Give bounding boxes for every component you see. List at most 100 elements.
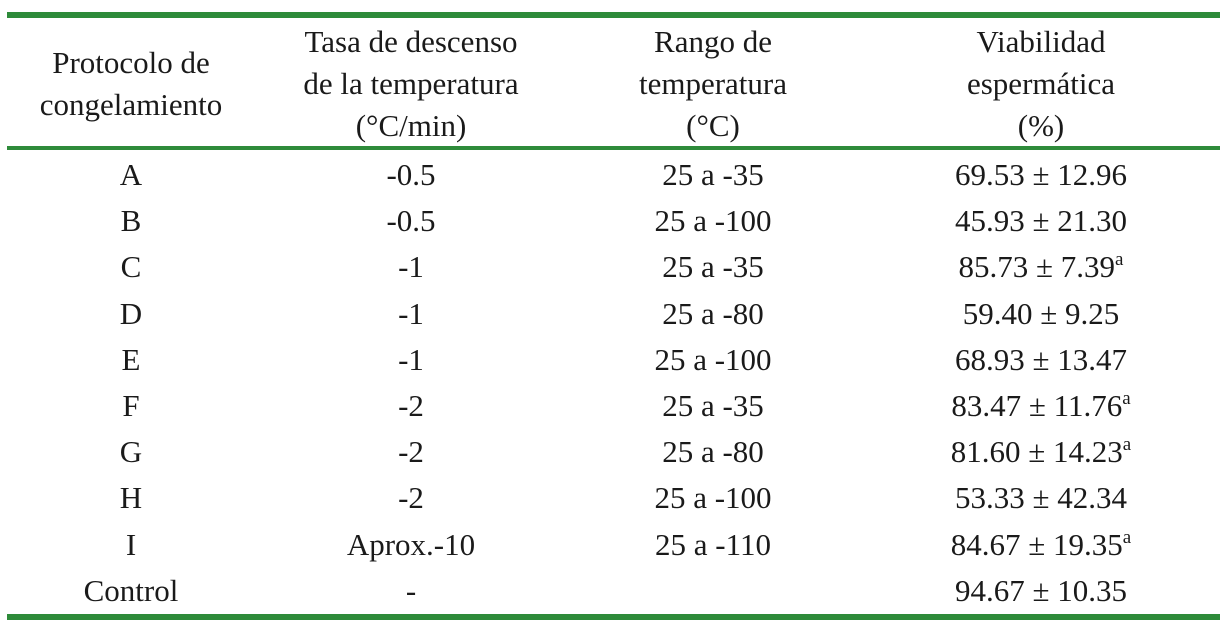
- range-value: 25 a -100: [654, 203, 772, 239]
- cell-protocol: C: [0, 244, 262, 290]
- cell-viability: 53.33 ± 42.34: [866, 475, 1216, 521]
- header-line: de la temperatura: [303, 66, 519, 101]
- protocol-value: B: [120, 203, 142, 239]
- protocol-value: I: [125, 526, 137, 562]
- viability-value: 53.33 ± 42.34: [954, 480, 1127, 516]
- cell-viability: 83.47 ± 11.76a: [866, 383, 1216, 429]
- cell-protocol: A: [0, 152, 262, 198]
- rate-value: -1: [398, 249, 424, 285]
- rate-value: -: [405, 572, 417, 608]
- cell-range: 25 a -100: [560, 198, 866, 244]
- table-bottom-rule: [7, 614, 1220, 620]
- protocol-value: F: [122, 388, 140, 423]
- cell-rate: -0.5: [262, 198, 560, 244]
- cell-rate: -2: [262, 475, 560, 521]
- protocol-value: C: [120, 249, 142, 285]
- header-line: Rango de: [654, 24, 772, 59]
- significance-superscript: a: [1115, 249, 1124, 271]
- protocol-value: G: [119, 434, 143, 470]
- cell-rate: Aprox.-10: [262, 522, 560, 568]
- viability-value: 85.73 ± 7.39: [958, 249, 1116, 285]
- cell-range: 25 a -100: [560, 337, 866, 383]
- viability-value: 84.67 ± 19.35: [950, 526, 1123, 562]
- header-line: (°C): [686, 108, 740, 143]
- protocol-value: E: [121, 341, 141, 377]
- cell-range: 25 a -35: [560, 152, 866, 198]
- table-row: B -0.5 25 a -100 45.93 ± 21.30: [0, 198, 1227, 244]
- viability-value: 45.93 ± 21.30: [954, 203, 1127, 239]
- cell-protocol: I: [0, 522, 262, 568]
- cell-rate: -1: [262, 244, 560, 290]
- header-line: Viabilidad: [976, 24, 1106, 59]
- protocol-value: Control: [83, 572, 179, 608]
- cell-rate: -2: [262, 429, 560, 475]
- range-value: 25 a -110: [655, 526, 771, 562]
- rate-value: -0.5: [386, 157, 436, 192]
- table-row: H -2 25 a -100 53.33 ± 42.34: [0, 475, 1227, 521]
- range-value: 25 a -100: [654, 341, 772, 377]
- cell-range: 25 a -80: [560, 429, 866, 475]
- rate-value: -2: [398, 434, 424, 470]
- range-value: 25 a -80: [662, 295, 764, 331]
- cell-rate: -: [262, 568, 560, 614]
- header-line: (%): [1017, 108, 1065, 143]
- header-line: congelamiento: [39, 87, 223, 122]
- viability-value: 83.47 ± 11.76: [951, 388, 1123, 423]
- cell-viability: 59.40 ± 9.25: [866, 291, 1216, 337]
- cell-viability: 69.53 ± 12.96: [866, 152, 1216, 198]
- cell-range: 25 a -100: [560, 475, 866, 521]
- cell-protocol: B: [0, 198, 262, 244]
- header-line: (°C/min): [355, 108, 467, 143]
- header-line: espermática: [966, 66, 1116, 101]
- header-protocolo: Protocolo de congelamiento: [0, 22, 262, 146]
- header-rango: Rango de temperatura (°C): [560, 22, 866, 146]
- header-tasa: Tasa de descenso de la temperatura (°C/m…: [262, 22, 560, 146]
- cell-rate: -0.5: [262, 152, 560, 198]
- viability-value: 59.40 ± 9.25: [962, 295, 1120, 331]
- cell-protocol: E: [0, 337, 262, 383]
- header-line: Tasa de descenso: [304, 24, 518, 59]
- table-row: A -0.5 25 a -35 69.53 ± 12.96: [0, 152, 1227, 198]
- cell-viability: 94.67 ± 10.35: [866, 568, 1216, 614]
- cell-rate: -1: [262, 337, 560, 383]
- table-header-rule: [7, 146, 1220, 150]
- rate-value: -1: [398, 341, 424, 377]
- range-value: 25 a -35: [662, 157, 764, 192]
- significance-superscript: a: [1122, 434, 1132, 456]
- cell-viability: 85.73 ± 7.39a: [866, 244, 1216, 290]
- table-row: F -2 25 a -35 83.47 ± 11.76a: [0, 383, 1227, 429]
- cell-protocol: D: [0, 291, 262, 337]
- table-row: D -1 25 a -80 59.40 ± 9.25: [0, 291, 1227, 337]
- cell-rate: -2: [262, 383, 560, 429]
- table-row: I Aprox.-10 25 a -110 84.67 ± 19.35a: [0, 522, 1227, 568]
- rate-value: Aprox.-10: [346, 526, 476, 562]
- cell-protocol: G: [0, 429, 262, 475]
- range-value: 25 a -35: [662, 388, 764, 423]
- cell-viability: 68.93 ± 13.47: [866, 337, 1216, 383]
- cell-range: 25 a -35: [560, 383, 866, 429]
- header-line: temperatura: [638, 66, 788, 101]
- cell-rate: -1: [262, 291, 560, 337]
- rate-value: -1: [398, 295, 424, 331]
- table-row: E -1 25 a -100 68.93 ± 13.47: [0, 337, 1227, 383]
- header-viabilidad: Viabilidad espermática (%): [866, 22, 1216, 146]
- significance-superscript: a: [1122, 388, 1131, 409]
- table-row: C -1 25 a -35 85.73 ± 7.39a: [0, 244, 1227, 290]
- significance-superscript: a: [1122, 526, 1132, 548]
- cell-viability: 84.67 ± 19.35a: [866, 522, 1216, 568]
- protocol-value: D: [119, 295, 143, 331]
- rate-value: -2: [398, 388, 424, 423]
- cell-range: [560, 568, 866, 614]
- range-value: 25 a -35: [662, 249, 764, 285]
- table-row: Control - 94.67 ± 10.35: [0, 568, 1227, 614]
- cell-range: 25 a -35: [560, 244, 866, 290]
- table-top-rule: [7, 12, 1220, 18]
- rate-value: -2: [398, 480, 424, 516]
- cell-range: 25 a -110: [560, 522, 866, 568]
- table-row: G -2 25 a -80 81.60 ± 14.23a: [0, 429, 1227, 475]
- protocol-value: A: [119, 157, 143, 192]
- range-value: 25 a -80: [662, 434, 764, 470]
- viability-value: 94.67 ± 10.35: [954, 572, 1127, 608]
- cell-viability: 45.93 ± 21.30: [866, 198, 1216, 244]
- cell-range: 25 a -80: [560, 291, 866, 337]
